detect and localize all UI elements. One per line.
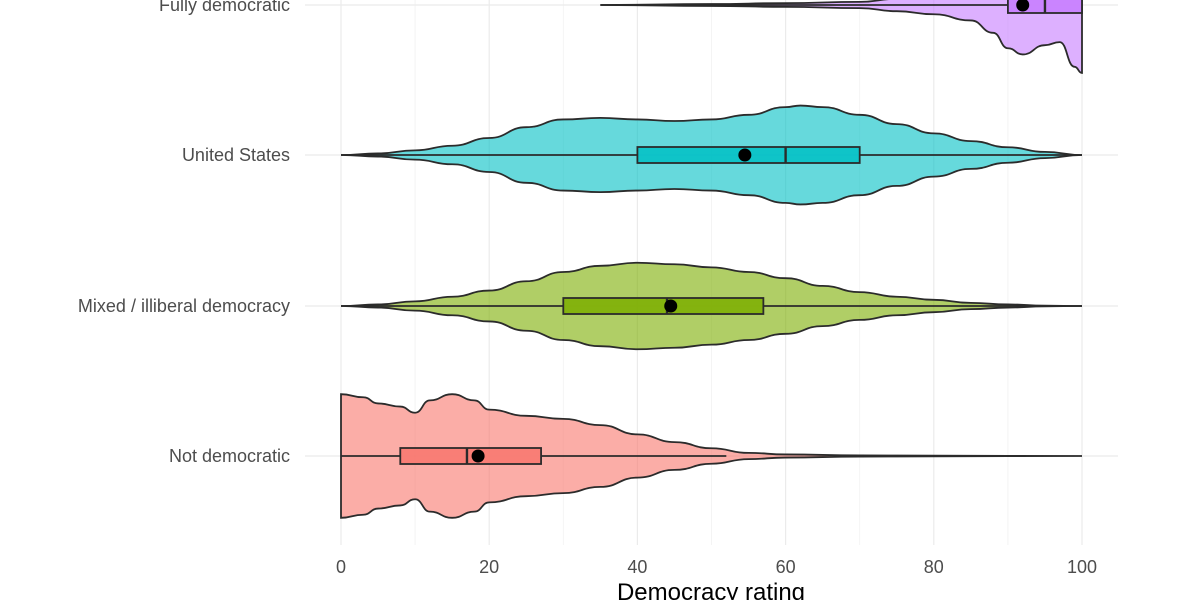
violin-group-not-democratic bbox=[340, 393, 1083, 519]
x-tick-label: 100 bbox=[1067, 557, 1097, 577]
x-axis-labels: 0 20 40 60 80 100 bbox=[336, 557, 1097, 577]
y-tick-label-mixed-illiberal-democracy: Mixed / illiberal democracy bbox=[78, 296, 290, 316]
mean-point-mixed-illiberal-democracy bbox=[664, 299, 678, 313]
violin-group-united-states bbox=[340, 104, 1083, 206]
mean-point-not-democratic bbox=[471, 449, 485, 463]
box-mixed-illiberal-democracy bbox=[562, 297, 765, 315]
x-tick-label: 40 bbox=[627, 557, 647, 577]
x-tick-label: 80 bbox=[924, 557, 944, 577]
mean-point-fully-democratic bbox=[1016, 0, 1030, 12]
violin-group-fully-democratic bbox=[600, 0, 1083, 74]
y-tick-label-fully-democratic: Fully democratic bbox=[159, 0, 290, 15]
violin-group-mixed-illiberal-democracy bbox=[340, 261, 1083, 351]
violins bbox=[340, 0, 1083, 519]
x-tick-label: 60 bbox=[776, 557, 796, 577]
x-tick-label: 20 bbox=[479, 557, 499, 577]
x-axis-title: Democracy rating bbox=[617, 579, 805, 600]
x-tick-label: 0 bbox=[336, 557, 346, 577]
y-tick-label-not-democratic: Not democratic bbox=[169, 446, 290, 466]
y-axis-labels: Fully democratic United States Mixed / ill… bbox=[78, 0, 290, 466]
mean-point-united-states bbox=[738, 148, 752, 162]
box-not-democratic bbox=[399, 447, 542, 465]
y-tick-label-united-states: United States bbox=[182, 145, 290, 165]
